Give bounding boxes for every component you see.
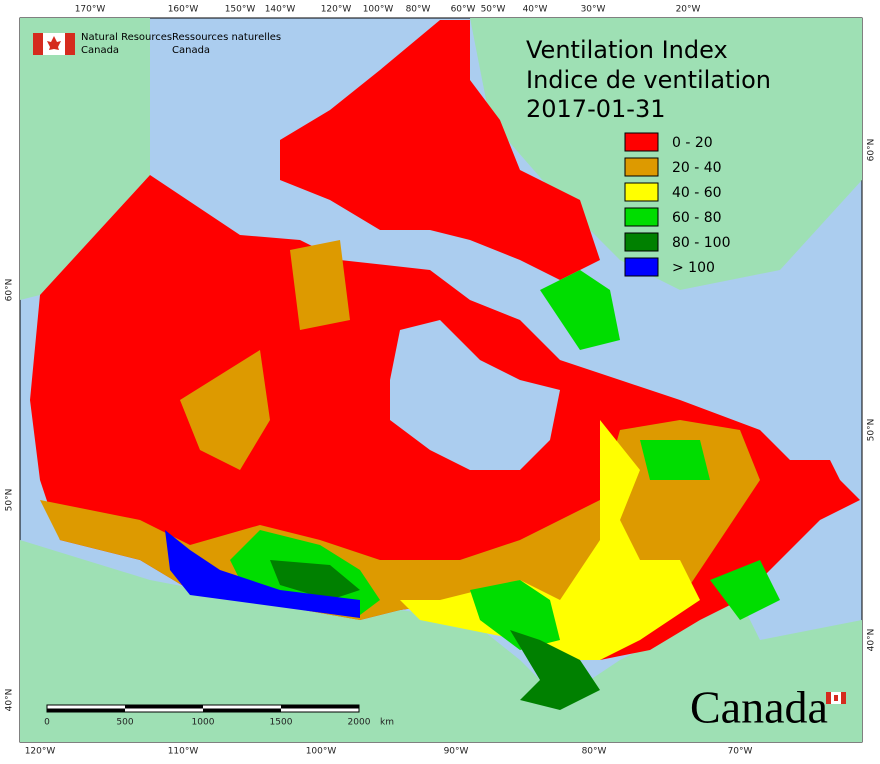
graticule-label: 60°N [5, 279, 15, 302]
map-region [710, 560, 780, 620]
graticule-label: 50°W [481, 5, 506, 15]
scale-label: 1500 [270, 718, 293, 728]
graticule-label: 120°W [321, 5, 352, 15]
map-region [280, 20, 600, 280]
graticule-label: 30°W [581, 5, 606, 15]
scale-bar-segment [47, 708, 125, 712]
graticule-label: 160°W [168, 5, 199, 15]
wordmark-flag-leaf [834, 695, 838, 701]
greenland [470, 18, 862, 290]
legend-label: 60 - 80 [672, 210, 722, 226]
scale-bar-segment [203, 708, 281, 712]
legend-swatch [624, 157, 659, 177]
graticule-label: 140°W [265, 5, 296, 15]
scale-unit: km [380, 718, 394, 728]
title: Indice de ventilation [526, 66, 771, 94]
agency-en: Canada [81, 45, 119, 56]
graticule-label: 80°W [406, 5, 431, 15]
map-region [780, 460, 850, 520]
graticule-label: 20°W [676, 5, 701, 15]
legend-swatch [624, 207, 659, 227]
map-region [290, 240, 350, 330]
wordmark: Canada [690, 682, 828, 733]
scale-bar-segment [125, 705, 203, 709]
map-frame [19, 17, 863, 743]
flag-logo-bar [33, 33, 43, 55]
graticule-label: 70°W [728, 747, 753, 757]
legend-swatch [624, 232, 659, 252]
legend-swatch [624, 132, 659, 152]
legend-label: > 100 [672, 260, 715, 276]
scale-label: 0 [44, 718, 50, 728]
legend-label: 40 - 60 [672, 185, 722, 201]
map-region [540, 270, 620, 350]
graticule-label: 150°W [225, 5, 256, 15]
map-region [640, 440, 710, 480]
map-region [470, 580, 560, 650]
map-region [165, 530, 360, 618]
graticule-label: 50°N [867, 419, 877, 442]
flag-logo-bar [65, 33, 75, 55]
wordmark-flag-bar [826, 692, 831, 704]
graticule-label: 40°W [523, 5, 548, 15]
graticule-label: 60°N [867, 139, 877, 162]
map-region [270, 560, 360, 600]
graticule-label: 40°N [5, 689, 15, 712]
graticule-label: 90°W [444, 747, 469, 757]
graticule-label: 120°W [25, 747, 56, 757]
scale-label: 500 [116, 718, 133, 728]
map-region [510, 630, 600, 710]
title: Ventilation Index [526, 36, 728, 64]
graticule-label: 80°W [582, 747, 607, 757]
graticule-label: 50°N [5, 489, 15, 512]
agency-fr: Ressources naturelles [172, 32, 281, 43]
alaska [20, 18, 150, 300]
graticule-label: 100°W [306, 747, 337, 757]
map-region [180, 350, 270, 470]
legend-swatch [624, 257, 659, 277]
scale-bar-segment [281, 705, 359, 709]
date: 2017-01-31 [526, 95, 665, 123]
legend-swatch [624, 182, 659, 202]
graticule-label: 170°W [75, 5, 106, 15]
scale-label: 2000 [348, 718, 371, 728]
graticule-label: 60°W [451, 5, 476, 15]
agency-fr: Canada [172, 45, 210, 56]
agency-en: Natural Resources [81, 32, 172, 43]
maple-leaf [47, 36, 61, 50]
graticule-label: 40°N [867, 629, 877, 652]
legend-label: 0 - 20 [672, 135, 713, 151]
graticule-label: 100°W [363, 5, 394, 15]
wordmark-flag-bar [841, 692, 846, 704]
scale-label: 1000 [192, 718, 215, 728]
legend-label: 80 - 100 [672, 235, 731, 251]
legend-label: 20 - 40 [672, 160, 722, 176]
united-states [20, 540, 862, 742]
graticule-label: 110°W [168, 747, 199, 757]
hudson-bay [390, 320, 560, 470]
